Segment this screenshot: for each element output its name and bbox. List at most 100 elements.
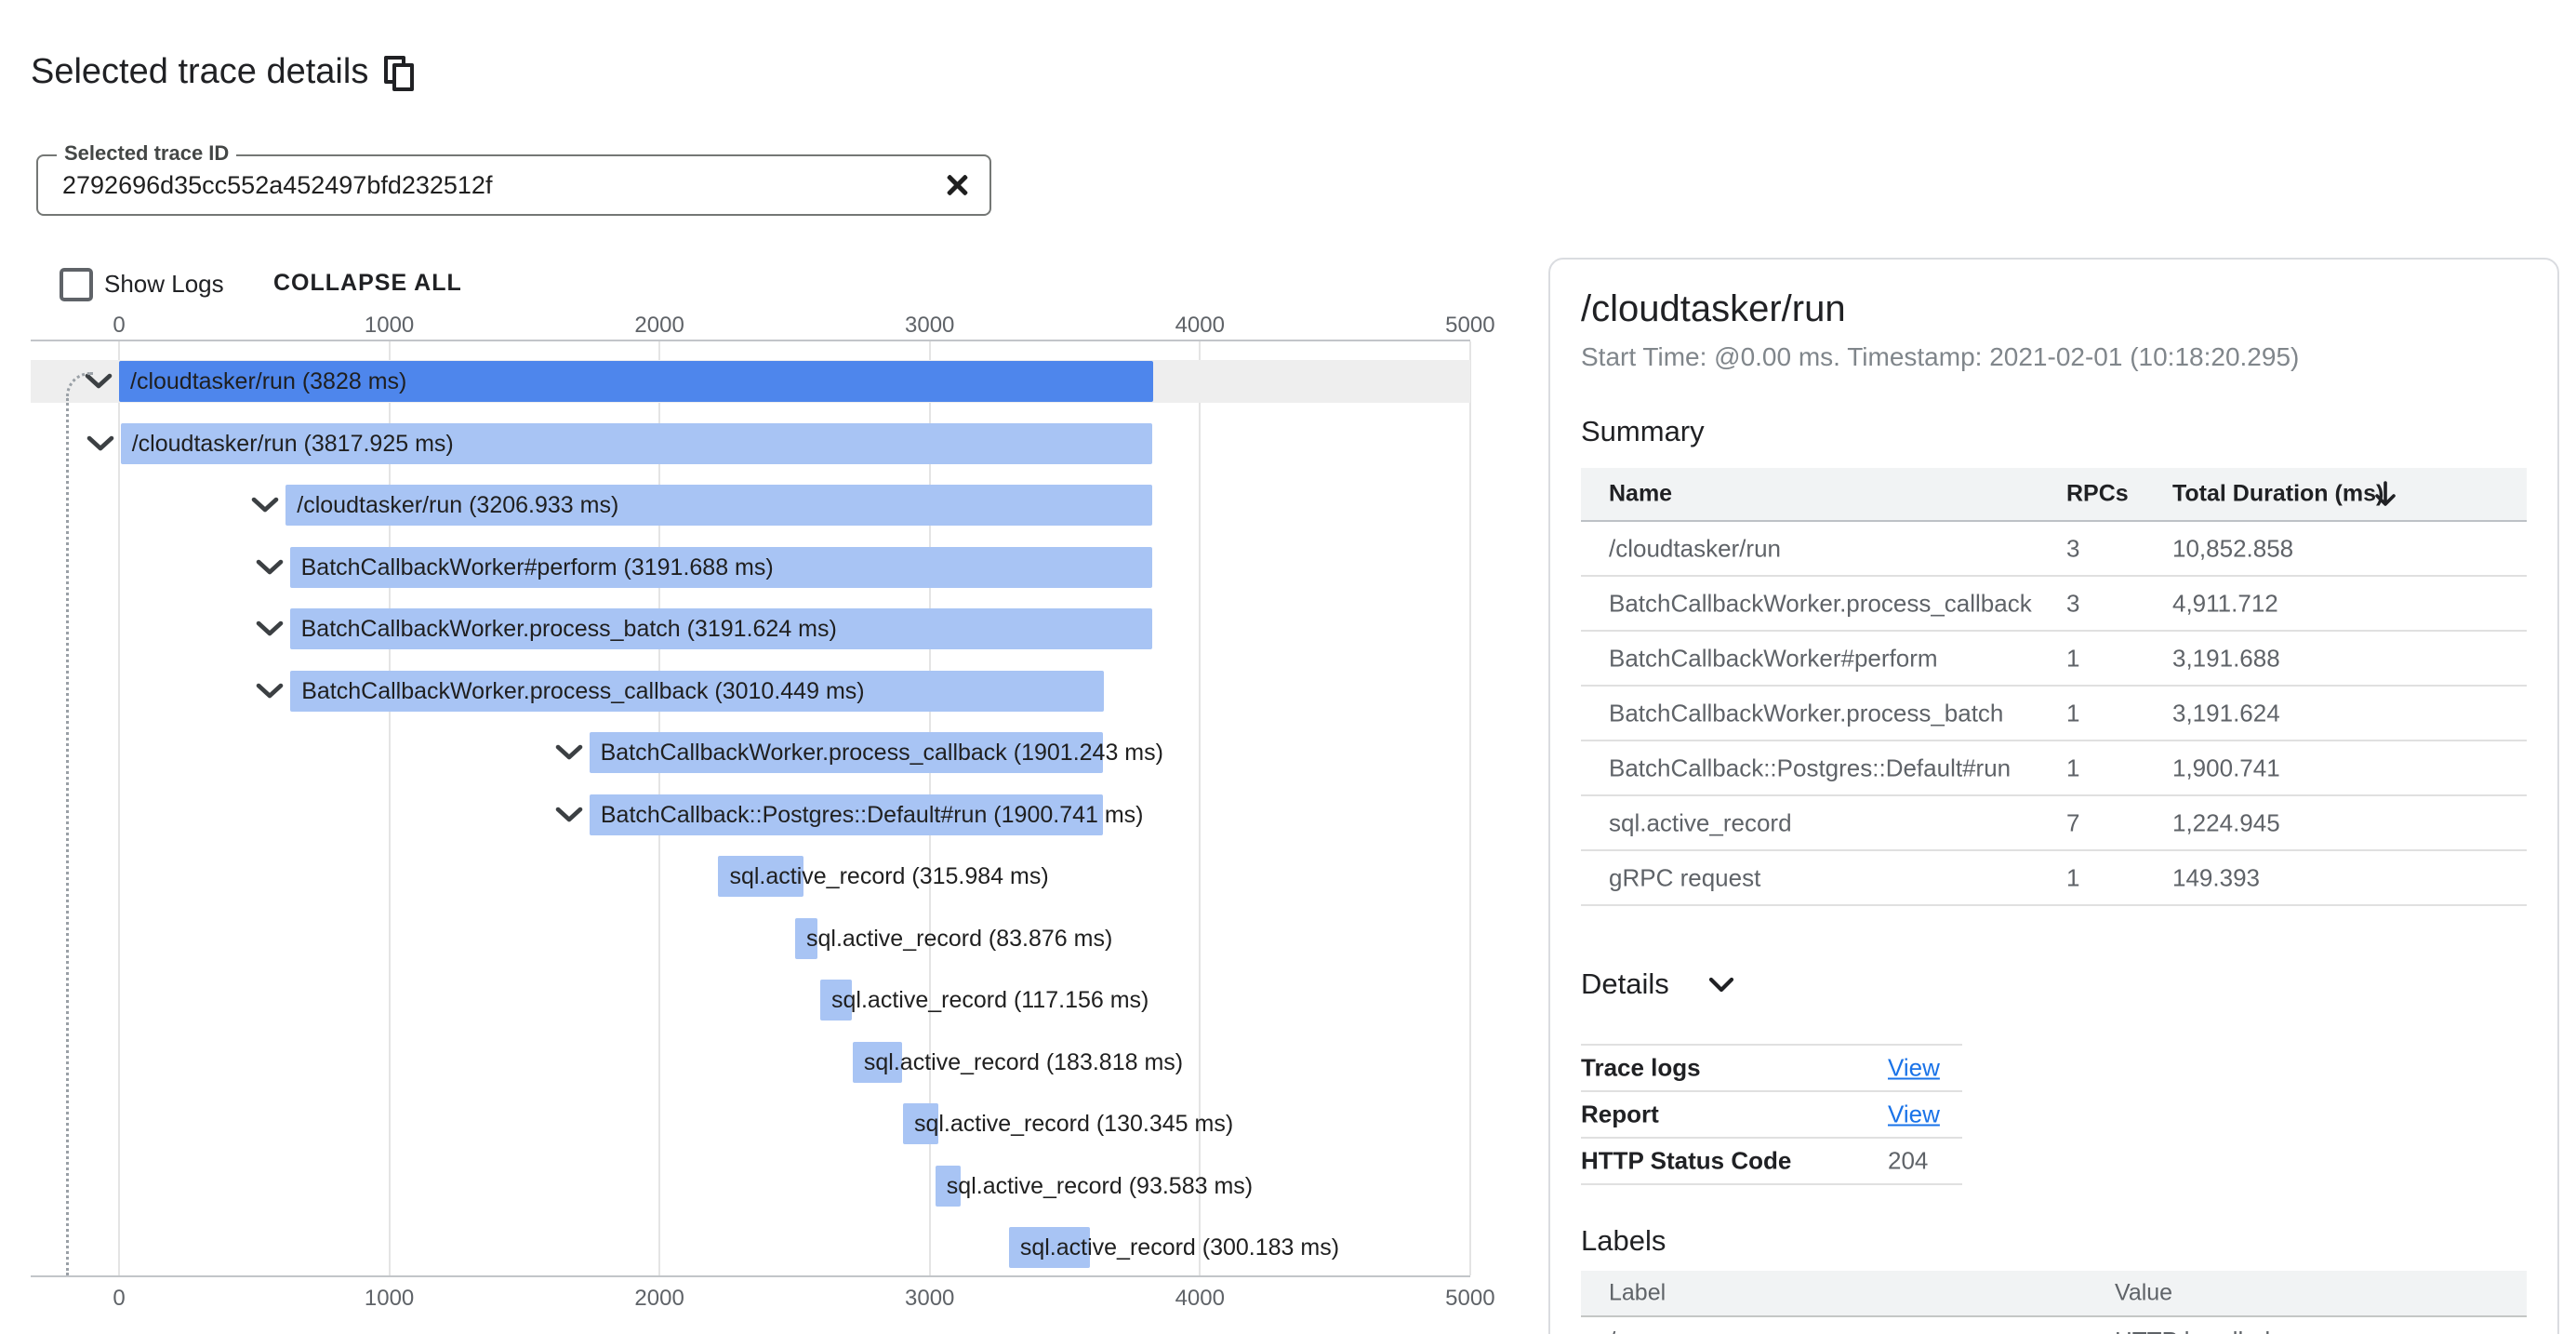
axis-tick-label: 4000 xyxy=(1175,313,1225,338)
trace-span-label: /cloudtasker/run (3817.925 ms) xyxy=(131,431,454,457)
details-row: Trace logs View xyxy=(1581,1044,1962,1090)
axis-tick-label: 0 xyxy=(113,1286,126,1311)
labels-header-label: Label xyxy=(1609,1279,1666,1306)
span-title: /cloudtasker/run xyxy=(1581,288,1846,329)
value-cell: HTTP handled xyxy=(2115,1327,2270,1334)
summary-header-name[interactable]: Name xyxy=(1609,480,1673,507)
expand-chevron-icon[interactable] xyxy=(250,496,280,514)
summary-row: BatchCallbackWorker.process_batch 1 3,191.… xyxy=(1581,687,2527,741)
expand-chevron-icon[interactable] xyxy=(554,743,584,762)
summary-cell-name: sql.active_record xyxy=(1609,808,1792,836)
selection-dotted-elbow xyxy=(66,372,93,401)
details-row: Report View xyxy=(1581,1090,1962,1137)
summary-cell-name: BatchCallbackWorker.process_callback xyxy=(1609,589,2032,617)
trace-span-bar[interactable] xyxy=(902,1103,938,1144)
details-value: 204 xyxy=(1888,1146,1929,1175)
summary-cell-name: BatchCallback::Postgres::Default#run xyxy=(1609,754,2012,781)
axis-tick-label: 3000 xyxy=(905,1286,955,1311)
summary-row: sql.active_record 7 1,224.945 xyxy=(1581,796,2527,851)
trace-span-bar[interactable] xyxy=(718,856,804,897)
details-collapse-chevron-icon[interactable] xyxy=(1707,977,1735,994)
details-heading[interactable]: Details xyxy=(1581,967,1669,1000)
summary-cell-rpcs: 1 xyxy=(2066,644,2080,672)
copy-icon[interactable] xyxy=(384,56,414,91)
expand-chevron-icon[interactable] xyxy=(255,558,285,577)
page-title: Selected trace details xyxy=(31,52,369,91)
axis-bottom-line xyxy=(31,1275,1470,1277)
trace-id-field-wrap: Selected trace ID xyxy=(36,141,991,216)
expand-chevron-icon[interactable] xyxy=(255,620,285,638)
summary-header-rpcs[interactable]: RPCs xyxy=(2066,480,2129,507)
labels-heading: Labels xyxy=(1581,1224,1666,1257)
trace-span-bar[interactable] xyxy=(795,918,818,959)
view-link[interactable]: View xyxy=(1888,1100,1940,1128)
summary-cell-rpcs: 7 xyxy=(2066,808,2080,836)
summary-cell-duration: 4,911.712 xyxy=(2172,589,2278,617)
trace-span-label: BatchCallbackWorker.process_callback (30… xyxy=(301,678,865,704)
summary-table: Name RPCs Total Duration (ms) /cloudtask… xyxy=(1581,468,2527,906)
axis-tick-label: 1000 xyxy=(364,1286,415,1311)
trace-span-bar[interactable] xyxy=(120,423,1153,464)
gridline xyxy=(388,341,391,1275)
trace-id-field-label: Selected trace ID xyxy=(57,141,237,166)
gridline xyxy=(118,341,120,1275)
summary-header-duration[interactable]: Total Duration (ms) xyxy=(2172,480,2384,507)
summary-cell-name: BatchCallbackWorker#perform xyxy=(1609,644,1938,672)
summary-table-body: /cloudtasker/run 3 10,852.858 BatchCallback… xyxy=(1581,522,2527,906)
trace-span-label: /cloudtasker/run (3828 ms) xyxy=(130,368,407,394)
trace-span-label: BatchCallbackWorker.process_callback (19… xyxy=(600,740,1163,766)
axis-tick-label: 5000 xyxy=(1445,313,1495,338)
trace-span-bar[interactable] xyxy=(290,671,1104,712)
trace-span-bar[interactable] xyxy=(285,485,1153,526)
trace-span-bar[interactable] xyxy=(589,732,1104,773)
selection-dotted-line xyxy=(66,398,69,1275)
trace-span-label: sql.active_record (83.876 ms) xyxy=(806,926,1113,952)
summary-cell-duration: 1,224.945 xyxy=(2172,808,2280,836)
trace-span-bar[interactable] xyxy=(1008,1227,1091,1268)
labels-table-header: Label Value xyxy=(1581,1271,2527,1317)
summary-heading: Summary xyxy=(1581,415,1705,447)
collapse-all-button[interactable]: COLLAPSE ALL xyxy=(273,270,462,296)
summary-row: BatchCallback::Postgres::Default#run 1 1,9… xyxy=(1581,741,2527,796)
axis-tick-label: 5000 xyxy=(1445,1286,1495,1311)
details-label: Trace logs xyxy=(1581,1053,1701,1082)
summary-cell-duration: 3,191.688 xyxy=(2172,644,2280,672)
summary-cell-name: BatchCallbackWorker.process_batch xyxy=(1609,699,2004,727)
trace-span-bar[interactable] xyxy=(289,608,1152,649)
trace-span-bar[interactable] xyxy=(289,547,1153,588)
axis-tick-label: 1000 xyxy=(364,313,415,338)
gridline xyxy=(1468,341,1471,1275)
trace-span-label: BatchCallbackWorker.process_batch (3191.… xyxy=(300,616,837,642)
summary-row: BatchCallbackWorker#perform 1 3,191.688 xyxy=(1581,632,2527,687)
trace-span-bar[interactable] xyxy=(589,794,1104,835)
trace-span-label: sql.active_record (183.818 ms) xyxy=(863,1049,1184,1075)
show-logs-checkbox[interactable] xyxy=(60,268,93,301)
trace-span-label: sql.active_record (93.583 ms) xyxy=(946,1173,1254,1199)
expand-chevron-icon[interactable] xyxy=(86,434,115,453)
copy-icon-front xyxy=(392,63,414,91)
gridline xyxy=(1199,341,1202,1275)
trace-span-bar[interactable] xyxy=(852,1042,903,1083)
trace-span-bar[interactable] xyxy=(935,1166,961,1207)
sort-arrow-down-icon[interactable] xyxy=(2373,480,2397,508)
summary-row: BatchCallbackWorker.process_callback 3 4,9… xyxy=(1581,577,2527,632)
summary-row: gRPC request 1 149.393 xyxy=(1581,851,2527,906)
view-link[interactable]: View xyxy=(1888,1053,1940,1082)
trace-span-label: sql.active_record (300.183 ms) xyxy=(1019,1234,1340,1261)
expand-chevron-icon[interactable] xyxy=(255,682,285,700)
trace-span-bar[interactable] xyxy=(820,980,853,1021)
labels-header-value: Value xyxy=(2115,1279,2173,1306)
expand-chevron-icon[interactable] xyxy=(554,806,584,824)
trace-span-label: BatchCallbackWorker#perform (3191.688 ms… xyxy=(300,554,774,580)
summary-cell-name: gRPC request xyxy=(1609,863,1761,891)
clear-icon[interactable] xyxy=(941,170,971,200)
details-row: HTTP Status Code 204 xyxy=(1581,1137,1962,1183)
details-label: HTTP Status Code xyxy=(1581,1146,1792,1175)
summary-cell-duration: 149.393 xyxy=(2172,863,2260,891)
trace-span-bar[interactable] xyxy=(119,361,1154,402)
labels-partial-row: / HTTP handled xyxy=(1581,1317,2527,1334)
summary-table-header: Name RPCs Total Duration (ms) xyxy=(1581,468,2527,522)
summary-cell-rpcs: 1 xyxy=(2066,699,2080,727)
trace-span-label: sql.active_record (117.156 ms) xyxy=(831,987,1149,1013)
